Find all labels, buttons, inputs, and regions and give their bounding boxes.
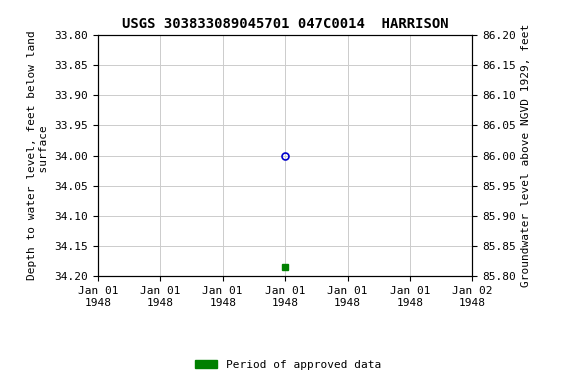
Title: USGS 303833089045701 047C0014  HARRISON: USGS 303833089045701 047C0014 HARRISON: [122, 17, 449, 31]
Legend: Period of approved data: Period of approved data: [191, 356, 385, 375]
Y-axis label: Groundwater level above NGVD 1929, feet: Groundwater level above NGVD 1929, feet: [521, 24, 531, 287]
Y-axis label: Depth to water level, feet below land
  surface: Depth to water level, feet below land su…: [27, 31, 49, 280]
